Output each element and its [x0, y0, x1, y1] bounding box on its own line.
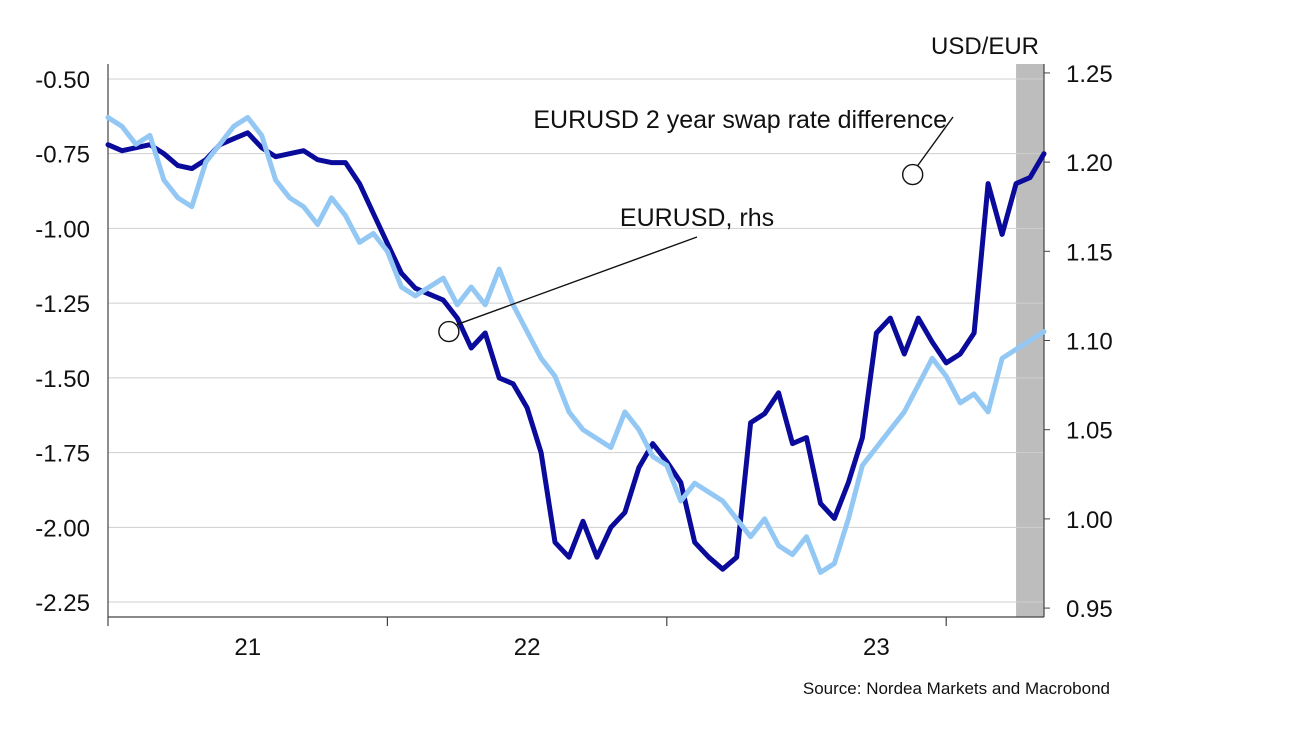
left-tick-label: -2.00: [35, 515, 90, 542]
right-tick-label: 1.25: [1066, 61, 1113, 88]
gridlines-layer: [108, 78, 1044, 603]
left-tick-label: -1.00: [35, 216, 90, 243]
right-tick-label: 1.10: [1066, 329, 1113, 356]
annotation-label: EURUSD 2 year swap rate difference: [533, 106, 947, 134]
annotation-label: EURUSD, rhs: [620, 204, 774, 232]
right-tick-label: 0.95: [1066, 596, 1113, 623]
x-tick-label: 22: [514, 634, 541, 661]
right-tick-label: 1.20: [1066, 150, 1113, 177]
right-tick-label: 1.15: [1066, 239, 1113, 266]
series-line-swap-rate-difference: [105, 130, 1047, 572]
series-line-eurusd: [105, 115, 1047, 575]
left-tick-label: -2.25: [35, 590, 90, 617]
x-tick-label: 23: [863, 634, 890, 661]
left-tick-label: -1.25: [35, 291, 90, 318]
source-note: Source: Nordea Markets and Macrobond: [803, 679, 1110, 698]
axes-layer: -0.50 -0.75 -1.00 -1.25 -1.50 -1.75 -2.00 -2.25…: [35, 61, 1112, 661]
right-tick-label: 1.00: [1066, 507, 1113, 534]
annotation-leader: [456, 236, 698, 326]
annotations-layer: EURUSD 2 year swap rate difference EURUSD…: [438, 106, 954, 343]
left-tick-label: -1.50: [35, 366, 90, 393]
annotation-marker: [438, 320, 460, 343]
x-tick-label: 21: [234, 634, 261, 661]
left-tick-label: -0.75: [35, 142, 90, 169]
annotation-leader: [917, 116, 954, 167]
series-lines-layer: [105, 115, 1047, 575]
annotation-marker: [901, 163, 924, 186]
left-tick-label: -1.75: [35, 441, 90, 468]
left-tick-label: -0.50: [35, 67, 90, 94]
right-axis-title: USD/EUR: [931, 33, 1039, 60]
right-tick-label: 1.05: [1066, 418, 1113, 445]
